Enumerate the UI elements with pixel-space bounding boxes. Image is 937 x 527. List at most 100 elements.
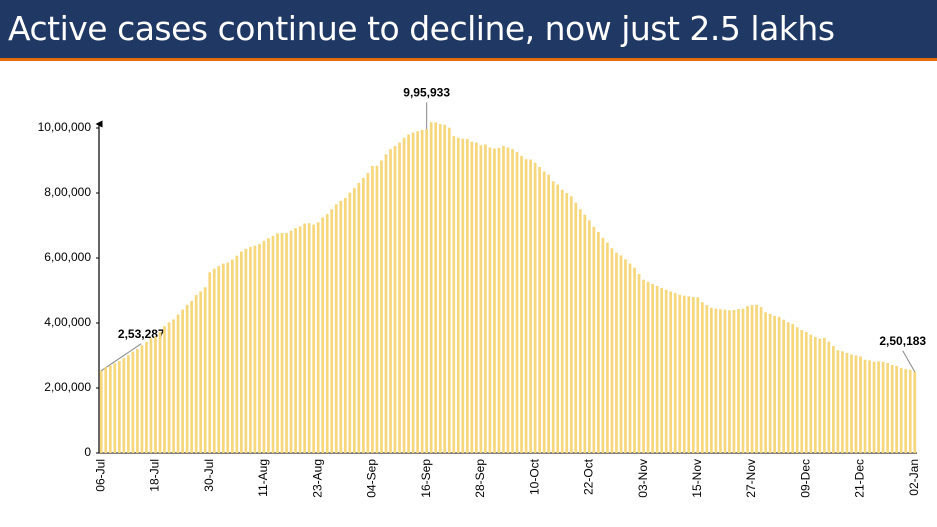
bar	[407, 134, 410, 453]
bar	[700, 302, 704, 453]
bar	[606, 242, 609, 453]
y-tick-label: 0	[84, 445, 91, 459]
data-label: 2,53,287	[118, 327, 165, 341]
bar	[488, 147, 492, 453]
bar	[402, 137, 406, 453]
bar	[845, 352, 849, 453]
bar	[669, 291, 673, 453]
bar	[619, 255, 623, 453]
x-tick-label: 30-Jul	[202, 459, 216, 492]
bar	[167, 322, 171, 453]
title: Active cases continue to decline, now ju…	[8, 9, 835, 48]
bar	[687, 296, 691, 453]
bar	[253, 245, 257, 453]
bar	[533, 162, 537, 453]
bar	[868, 360, 871, 453]
x-tick-label: 18-Jul	[148, 459, 162, 492]
bar	[886, 362, 889, 453]
x-tick-label: 09-Dec	[798, 459, 812, 498]
bar	[877, 361, 880, 453]
bar	[465, 139, 469, 454]
bar	[140, 345, 144, 453]
bar	[506, 147, 510, 453]
bar	[352, 188, 356, 453]
bar	[628, 263, 632, 453]
bar	[583, 214, 587, 453]
header: Active cases continue to decline, now ju…	[0, 0, 937, 61]
bar	[425, 129, 429, 453]
bar	[633, 267, 636, 453]
bar	[651, 284, 654, 453]
bar	[235, 255, 239, 453]
bar	[895, 365, 899, 453]
leader-line	[902, 350, 916, 372]
bar	[551, 181, 555, 454]
bar	[682, 295, 686, 453]
bar	[285, 232, 288, 453]
y-tick-label: 2,00,000	[44, 380, 91, 394]
bar	[375, 165, 379, 453]
bar	[203, 287, 207, 453]
bar	[158, 331, 162, 453]
bar	[212, 268, 216, 453]
bar	[850, 354, 853, 453]
bar	[262, 240, 266, 453]
bar	[136, 349, 139, 453]
y-tick-label: 10,00,000	[38, 120, 92, 134]
bar	[343, 197, 347, 453]
bar	[145, 341, 148, 453]
bar	[339, 200, 343, 453]
bar	[348, 192, 352, 454]
bar	[705, 305, 709, 453]
bar	[795, 327, 799, 453]
bar	[737, 309, 740, 453]
bar	[330, 209, 334, 453]
bar	[484, 144, 487, 453]
bar	[832, 346, 835, 453]
bar	[249, 246, 252, 453]
bar	[800, 330, 804, 453]
bar	[258, 244, 261, 453]
bar	[294, 228, 297, 453]
leader-line	[100, 343, 142, 372]
bar	[773, 315, 776, 453]
bar	[515, 152, 519, 454]
bar	[122, 358, 126, 453]
bar	[443, 124, 447, 453]
bar	[230, 259, 234, 453]
bar	[791, 323, 795, 453]
bar	[271, 235, 275, 453]
bar	[818, 338, 822, 453]
data-label: 2,50,183	[879, 334, 926, 348]
bar	[904, 369, 908, 453]
bar	[185, 304, 189, 453]
bar	[732, 310, 736, 453]
bar	[822, 337, 826, 453]
bar	[371, 166, 374, 453]
x-tick-label: 04-Sep	[365, 459, 379, 498]
x-tick-label: 23-Aug	[310, 459, 324, 498]
bar	[276, 233, 279, 453]
bar	[872, 361, 876, 453]
bar	[479, 145, 483, 453]
bar	[542, 171, 546, 454]
bar	[434, 122, 438, 453]
x-tick-label: 21-Dec	[853, 459, 867, 498]
bar	[312, 224, 316, 453]
bar	[366, 172, 370, 453]
bar	[416, 131, 419, 453]
bar	[194, 295, 198, 453]
y-tick-label: 8,00,000	[44, 185, 91, 199]
bar	[108, 365, 112, 453]
bar	[642, 279, 645, 453]
bar	[199, 291, 203, 453]
bar	[719, 309, 722, 453]
bar	[592, 226, 596, 453]
bar	[565, 193, 569, 453]
bar	[456, 137, 460, 453]
bar	[881, 362, 885, 453]
bar	[863, 359, 867, 453]
bar	[289, 230, 293, 453]
bar	[759, 307, 763, 453]
bar	[420, 129, 424, 453]
